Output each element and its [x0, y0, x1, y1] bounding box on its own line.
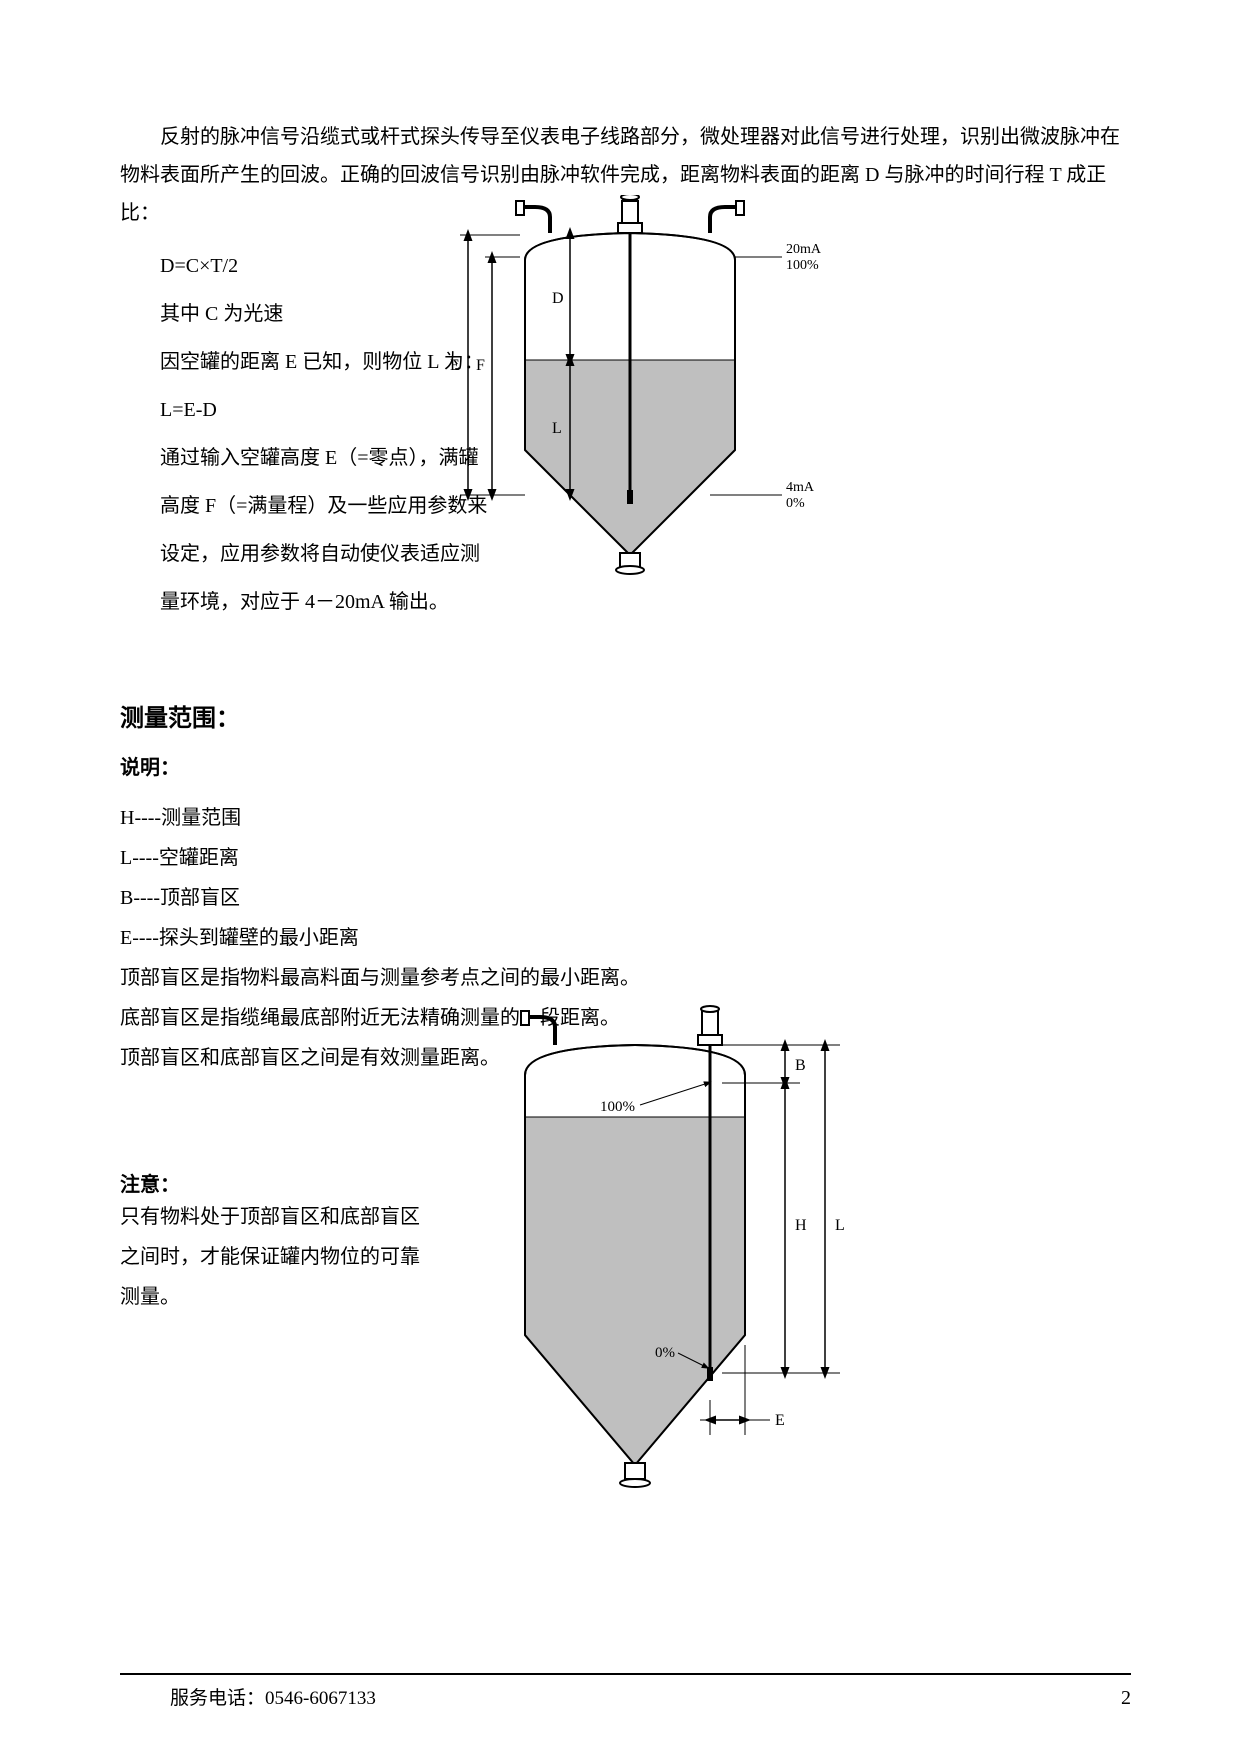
attention-line: 之间时，才能保证罐内物位的可靠 [120, 1237, 420, 1277]
dim-label-l2: L [835, 1217, 845, 1234]
dim-label-e: E [450, 357, 460, 374]
tank-diagram-2: B 100% H L 0% E [470, 1005, 900, 1525]
dim-label-l: L [552, 420, 562, 437]
page-number: 2 [1121, 1687, 1131, 1710]
label-100pct: 100% [786, 258, 819, 273]
dim-label-e2: E [775, 1412, 785, 1429]
label-100pct: 100% [600, 1099, 635, 1115]
label-20ma: 20mA [786, 242, 822, 257]
dim-label-f: F [476, 357, 485, 374]
footer-text: 服务电话：0546-6067133 [170, 1683, 376, 1710]
label-0pct: 0% [655, 1345, 675, 1361]
footer-rule [120, 1673, 1131, 1675]
attention-line: 测量。 [120, 1277, 420, 1317]
def-p1: 顶部盲区是指物料最高料面与测量参考点之间的最小距离。 [120, 958, 1131, 998]
attention-body: 只有物料处于顶部盲区和底部盲区 之间时，才能保证罐内物位的可靠 测量。 [120, 1197, 420, 1317]
tank-diagram-1: E F D L 20mA 100% 4mA 0% [430, 195, 845, 595]
section-range-title: 测量范围： [120, 698, 1131, 733]
def-e: E----探头到罐壁的最小距离 [120, 918, 1131, 958]
dim-label-b: B [795, 1057, 806, 1074]
page: 反射的脉冲信号沿缆式或杆式探头传导至仪表电子线路部分，微处理器对此信号进行处理，… [0, 0, 1241, 1755]
note-label: 说明： [120, 751, 1131, 780]
dim-label-h: H [795, 1217, 807, 1234]
dim-label-d: D [552, 290, 564, 307]
def-l: L----空罐距离 [120, 838, 1131, 878]
def-b: B----顶部盲区 [120, 878, 1131, 918]
attention-line: 只有物料处于顶部盲区和底部盲区 [120, 1197, 420, 1237]
label-0pct: 0% [786, 496, 805, 511]
label-4ma: 4mA [786, 480, 815, 495]
def-h: H----测量范围 [120, 798, 1131, 838]
